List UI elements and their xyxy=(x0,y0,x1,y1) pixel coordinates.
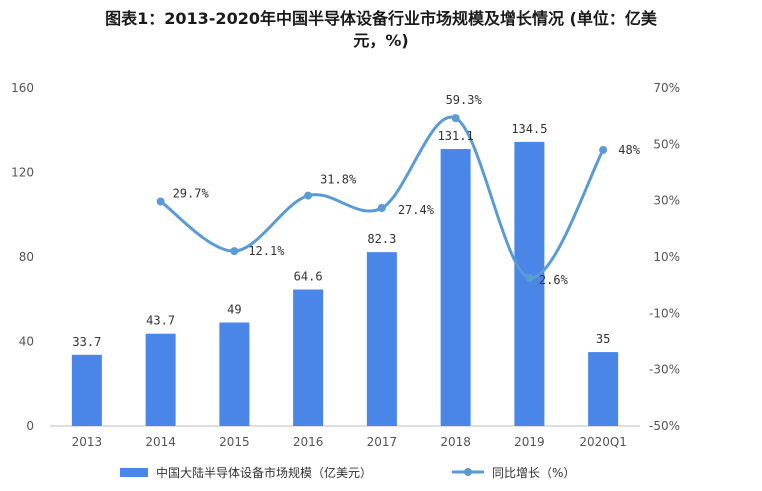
growth-value-label: 12.1% xyxy=(248,244,285,258)
growth-point xyxy=(304,191,313,200)
legend-line-marker xyxy=(464,468,472,476)
bar-series xyxy=(71,141,619,426)
bar-value-label: 134.5 xyxy=(511,122,547,136)
bar xyxy=(588,352,619,426)
chart-title: 图表1：2013-2020年中国半导体设备行业市场规模及增长情况 (单位：亿美 … xyxy=(0,8,762,52)
right-axis-tick-label: -10% xyxy=(649,306,680,320)
bar xyxy=(440,149,471,426)
bar xyxy=(71,354,102,426)
x-axis-tick-label: 2015 xyxy=(219,435,250,449)
growth-point xyxy=(451,114,460,123)
growth-value-label: 48% xyxy=(618,143,640,157)
x-axis-tick-label: 2020Q1 xyxy=(579,435,627,449)
bar-value-label: 43.7 xyxy=(146,314,175,328)
data-labels: 33.7 43.7 49 64.6 82.3 131.1 134.5 35 29.7% 12.1%… xyxy=(72,93,640,349)
chart-legend: 中国大陆半导体设备市场规模（亿美元） 同比增长（%） xyxy=(120,465,575,480)
growth-point xyxy=(525,273,534,282)
chart-axes: 0 40 80 120 160 -50% -30% -10% 10% 30% 50% 70% 2013 2… xyxy=(11,81,680,449)
growth-point xyxy=(377,203,386,212)
legend-bar-label: 中国大陆半导体设备市场规模（亿美元） xyxy=(156,465,372,480)
growth-point xyxy=(156,197,165,206)
x-axis-tick-label: 2018 xyxy=(440,435,471,449)
growth-value-label: 59.3% xyxy=(446,93,483,107)
growth-point xyxy=(230,247,239,256)
x-axis-tick-label: 2016 xyxy=(293,435,324,449)
x-axis-tick-label: 2019 xyxy=(514,435,545,449)
bar-value-label: 33.7 xyxy=(72,335,101,349)
right-axis-tick-label: 50% xyxy=(653,137,680,151)
legend-line-label: 同比增长（%） xyxy=(492,466,575,480)
right-axis-tick-label: -50% xyxy=(649,419,680,433)
bar-value-label: 64.6 xyxy=(294,270,323,284)
bar xyxy=(514,141,545,426)
left-axis-tick-label: 40 xyxy=(19,335,34,349)
bar-value-label: 82.3 xyxy=(367,232,396,246)
growth-value-label: 29.7% xyxy=(173,187,210,201)
left-axis-tick-label: 80 xyxy=(19,250,34,264)
bar xyxy=(219,322,250,426)
x-axis-tick-label: 2013 xyxy=(72,435,103,449)
left-axis-tick-label: 0 xyxy=(26,419,34,433)
bar-value-label: 131.1 xyxy=(438,129,474,143)
bar-value-label: 49 xyxy=(227,302,241,316)
x-axis-tick-label: 2014 xyxy=(145,435,176,449)
right-axis-tick-label: -30% xyxy=(649,363,680,377)
growth-value-label: 27.4% xyxy=(398,203,435,217)
growth-point xyxy=(599,145,608,154)
right-axis-tick-label: 30% xyxy=(653,194,680,208)
growth-line-series xyxy=(156,114,608,282)
bar xyxy=(293,289,324,426)
chart-title-line-2: 元，%) xyxy=(353,31,409,50)
right-axis-tick-label: 70% xyxy=(653,81,680,95)
bar xyxy=(366,252,397,426)
bar xyxy=(145,333,176,426)
right-axis-tick-label: 10% xyxy=(653,250,680,264)
left-axis-tick-label: 160 xyxy=(11,81,34,95)
growth-value-label: 31.8% xyxy=(320,173,357,187)
chart-title-line-1: 图表1：2013-2020年中国半导体设备行业市场规模及增长情况 (单位：亿美 xyxy=(105,9,657,28)
left-axis-tick-label: 120 xyxy=(11,166,34,180)
bar-value-label: 35 xyxy=(596,332,610,346)
growth-value-label: 2.6% xyxy=(539,273,569,287)
legend-bar-swatch xyxy=(120,468,148,477)
x-axis-tick-label: 2017 xyxy=(367,435,398,449)
